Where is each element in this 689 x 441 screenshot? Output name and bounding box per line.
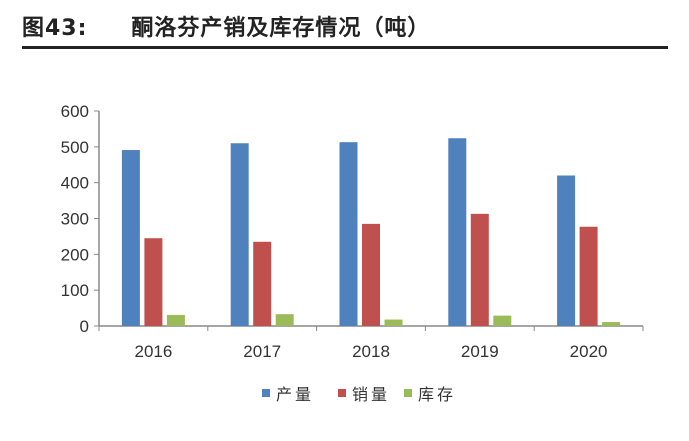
bar-2016-1 xyxy=(144,238,163,326)
bar-2016-2 xyxy=(166,314,185,326)
bar-2019-0 xyxy=(448,138,467,326)
legend-label-2: 库存 xyxy=(418,386,456,404)
bar-2016-0 xyxy=(121,150,140,326)
legend-swatch-1 xyxy=(338,389,346,397)
y-tick-label: 100 xyxy=(61,281,89,300)
x-tick-label: 2017 xyxy=(243,342,281,361)
x-tick-label: 2020 xyxy=(570,342,608,361)
legend-swatch-0 xyxy=(262,389,270,397)
y-tick-label: 300 xyxy=(61,210,89,229)
x-tick-label: 2018 xyxy=(352,342,390,361)
y-tick-label: 200 xyxy=(61,245,89,264)
bar-2017-1 xyxy=(253,241,272,326)
bar-2018-1 xyxy=(362,223,380,326)
figure-title: 图43: 酮洛芬产销及库存情况（吨） xyxy=(22,10,430,42)
bar-2019-2 xyxy=(493,315,512,326)
bar-2020-0 xyxy=(557,175,576,326)
title-rule xyxy=(22,46,668,49)
y-tick-label: 600 xyxy=(61,102,89,121)
bar-2018-0 xyxy=(339,142,358,326)
x-tick-label: 2016 xyxy=(134,342,172,361)
bar-2020-1 xyxy=(579,226,598,326)
bar-2017-0 xyxy=(230,143,249,326)
legend-label-0: 产量 xyxy=(276,386,314,404)
x-tick-label: 2019 xyxy=(461,342,499,361)
y-tick-label: 0 xyxy=(80,317,89,336)
bar-2020-2 xyxy=(602,322,621,326)
y-tick-label: 400 xyxy=(61,174,89,193)
figure-label: 图43: xyxy=(22,16,88,41)
legend-label-1: 销量 xyxy=(352,386,390,404)
bar-2018-2 xyxy=(384,319,403,326)
figure-title-text: 酮洛芬产销及库存情况（吨） xyxy=(131,16,431,41)
y-tick-label: 500 xyxy=(61,138,89,157)
bar-2017-2 xyxy=(275,314,294,326)
bar-2019-1 xyxy=(470,213,489,326)
legend-swatch-2 xyxy=(404,389,412,397)
